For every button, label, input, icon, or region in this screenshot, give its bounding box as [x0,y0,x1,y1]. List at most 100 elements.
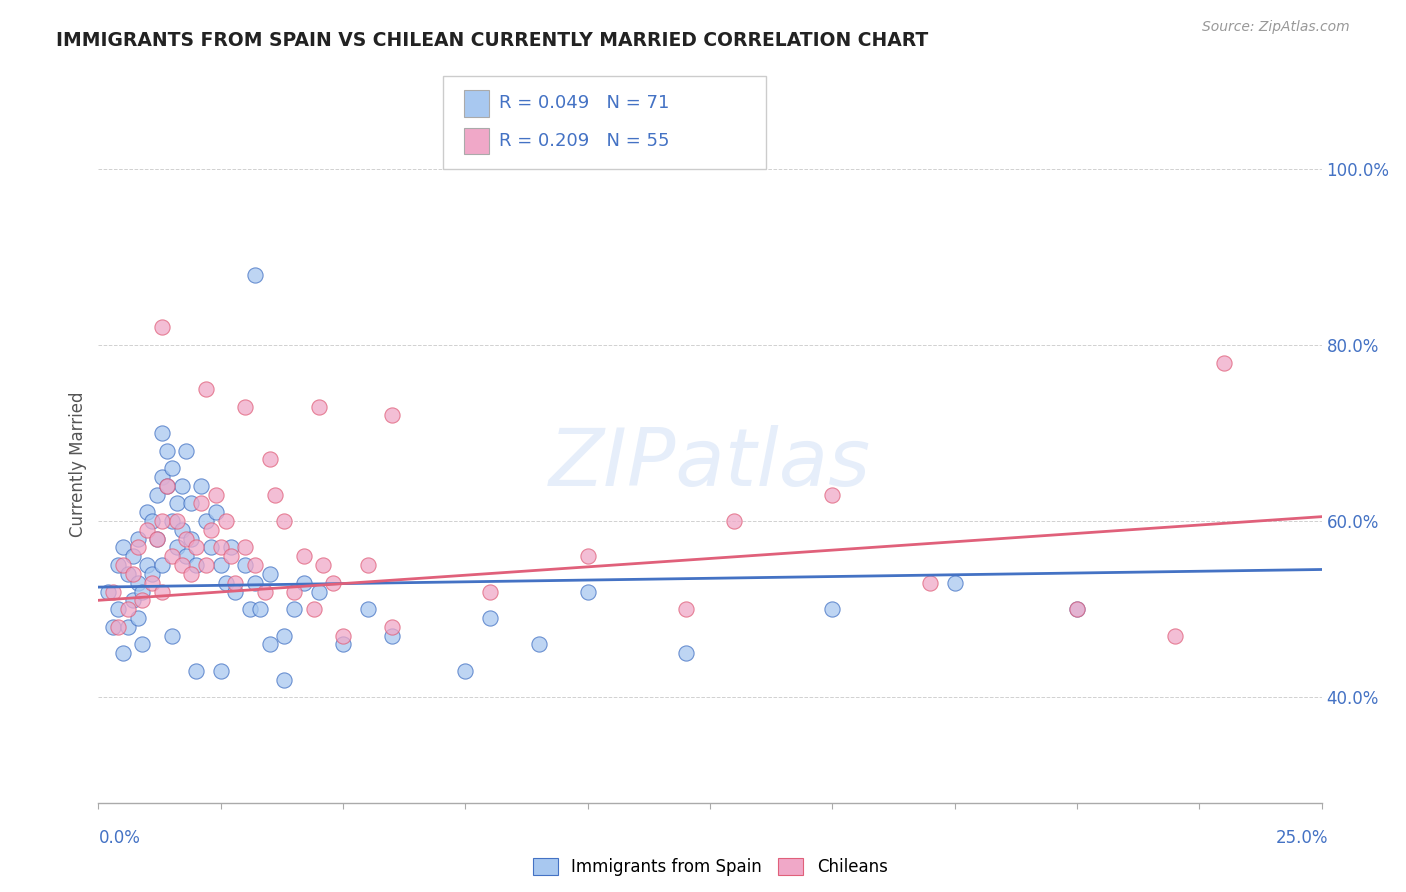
Point [127,575,149,590]
Point [180,496,202,510]
Point [160,549,183,564]
Point [209,558,232,573]
Point [117,566,139,581]
Point [1066,602,1088,616]
Point [1066,602,1088,616]
Point [186,664,208,678]
Point [150,425,173,440]
Point [214,514,236,528]
Point [170,523,193,537]
Point [117,602,139,616]
Point [1212,355,1234,369]
Point [166,496,188,510]
Text: 25.0%: 25.0% [1277,829,1329,847]
Point [150,470,173,484]
Point [243,575,266,590]
Point [308,584,330,599]
Point [141,575,163,590]
Point [127,611,149,625]
Point [332,637,354,651]
Text: R = 0.209   N = 55: R = 0.209 N = 55 [499,132,669,150]
Point [101,584,124,599]
Point [243,268,266,282]
Text: ZIPatlas: ZIPatlas [548,425,872,503]
Point [180,566,202,581]
Point [233,400,256,414]
Point [200,523,222,537]
Point [209,541,232,555]
Point [186,541,208,555]
Point [107,620,129,634]
Y-axis label: Currently Married: Currently Married [69,391,87,537]
Point [332,628,354,642]
Point [166,514,188,528]
Point [253,584,276,599]
Point [219,549,242,564]
Point [136,505,159,519]
Point [205,488,228,502]
Point [131,593,153,607]
Point [821,488,844,502]
Point [117,620,139,634]
Point [356,558,378,573]
Point [224,584,246,599]
Point [243,558,266,573]
Point [176,443,198,458]
Point [176,549,198,564]
Point [156,443,179,458]
Point [273,514,295,528]
Point [209,664,232,678]
Point [292,575,315,590]
Point [356,602,378,616]
Point [170,479,193,493]
Point [111,558,134,573]
Point [259,637,281,651]
Point [146,532,169,546]
Point [920,575,942,590]
Point [131,584,153,599]
Point [121,566,143,581]
Point [111,541,134,555]
Point [150,514,173,528]
Point [146,532,169,546]
Point [381,620,404,634]
Point [214,575,236,590]
Point [166,541,188,555]
Point [381,409,404,423]
Point [478,611,501,625]
Point [195,558,218,573]
Point [219,541,242,555]
Point [302,602,325,616]
Point [478,584,501,599]
Point [576,549,599,564]
Point [233,558,256,573]
Point [576,584,599,599]
Point [121,593,143,607]
Point [160,628,183,642]
Point [233,541,256,555]
Text: R = 0.049   N = 71: R = 0.049 N = 71 [499,94,669,112]
Text: Source: ZipAtlas.com: Source: ZipAtlas.com [1202,20,1350,34]
Point [273,673,295,687]
Point [160,514,183,528]
Point [186,558,208,573]
Point [527,637,550,651]
Point [249,602,271,616]
Point [150,558,173,573]
Point [127,541,149,555]
Point [205,505,228,519]
Point [283,602,305,616]
Point [1164,628,1187,642]
Point [131,637,153,651]
Point [821,602,844,616]
Legend: Immigrants from Spain, Chileans: Immigrants from Spain, Chileans [526,851,894,882]
Point [292,549,315,564]
Point [312,558,335,573]
Point [259,566,281,581]
Point [146,488,169,502]
Text: 0.0%: 0.0% [98,829,141,847]
Point [190,496,212,510]
Text: IMMIGRANTS FROM SPAIN VS CHILEAN CURRENTLY MARRIED CORRELATION CHART: IMMIGRANTS FROM SPAIN VS CHILEAN CURRENT… [56,31,928,50]
Point [136,558,159,573]
Point [121,549,143,564]
